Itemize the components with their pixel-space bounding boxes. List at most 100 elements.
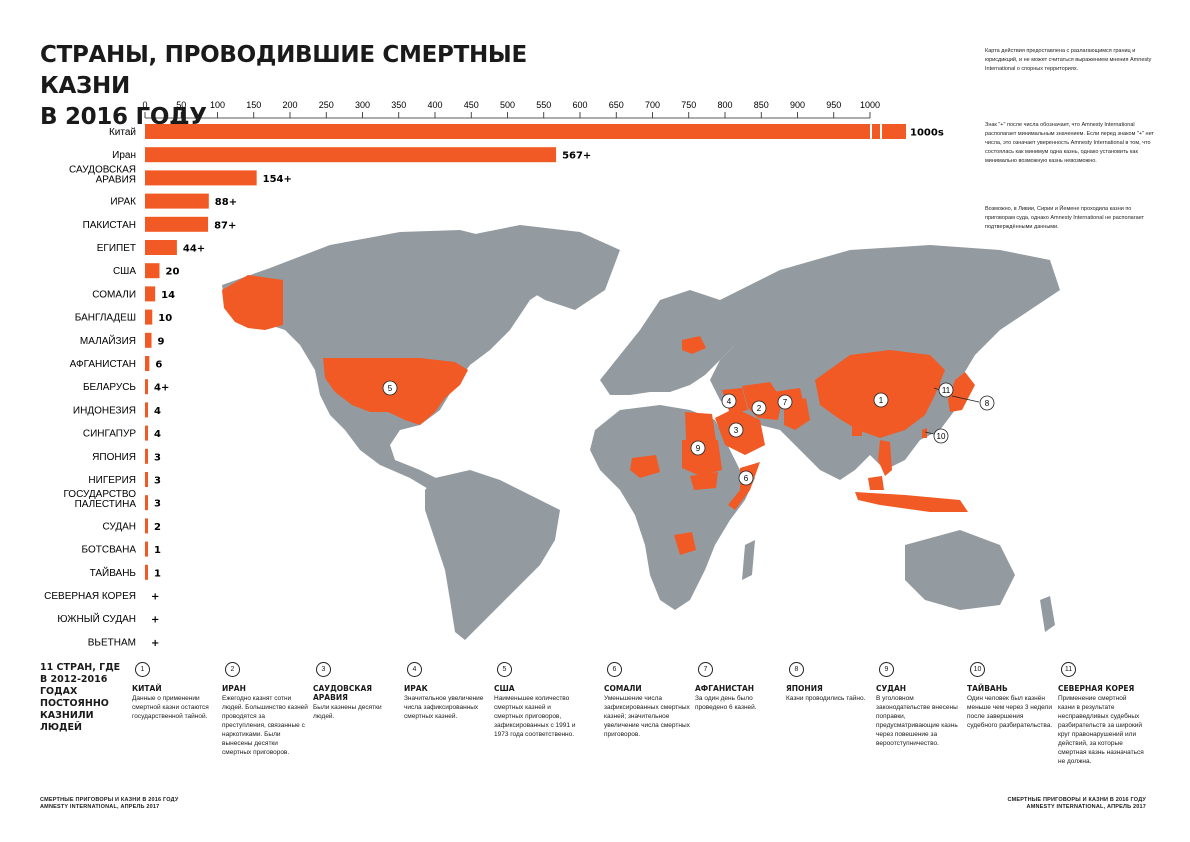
map-nigeria: [630, 455, 660, 478]
bar: [145, 356, 150, 371]
legend-description: Значительное увеличение числа зафиксиров…: [404, 695, 484, 720]
legend-country: СОМАЛИ: [604, 684, 642, 693]
legend-item-7: 7 АФГАНИСТАН За один день было проведено 6…: [695, 662, 781, 712]
marker-2: 2: [751, 400, 767, 416]
legend-number: 2: [225, 662, 240, 677]
category-label: ИНДОНЕЗИЯ: [73, 405, 136, 416]
category-label: ИРАК: [110, 197, 136, 208]
legend-description: В уголовном законодательстве внесены поп…: [876, 695, 958, 747]
bar-value-label: 4+: [154, 383, 169, 394]
marker-6: 6: [738, 470, 754, 486]
bar-value-label: 14: [161, 290, 175, 301]
legend-item-8: 8 ЯПОНИЯ Казни проводились тайно.: [786, 662, 872, 703]
bar-value-label: 1000s: [910, 128, 944, 139]
bar-value-label: 4: [154, 406, 161, 417]
category-label: ВЬЕТНАМ: [88, 637, 136, 648]
svg-text:10: 10: [937, 432, 946, 441]
footer-left-line-2: AMNESTY INTERNATIONAL, АПРЕЛЬ 2017: [40, 804, 160, 810]
bar-value-label: 88+: [215, 197, 237, 208]
legend-number: 8: [789, 662, 804, 677]
legend-item-5: 5 США Наименьшее количество смертных казне…: [494, 662, 580, 739]
bar: [145, 263, 160, 279]
bar-chart: 0 50 100 150 200 250 300 350 400 450 500 550 600 650 7…: [44, 100, 944, 649]
marker-7: 7: [777, 394, 793, 410]
legend-country: США: [494, 684, 515, 693]
svg-text:3: 3: [734, 426, 739, 435]
category-label: САУДОВСКАЯ АРАВИЯ: [69, 164, 136, 185]
category-label: НИГЕРИЯ: [88, 475, 136, 486]
map-indonesia: [855, 492, 968, 512]
legend-country: ТАЙВАНЬ: [967, 684, 1008, 693]
x-tick-label: 150: [246, 100, 261, 110]
legend-heading: 11 СТРАН, ГДЕ В 2012-2016 ГОДАХ ПОСТОЯНН…: [40, 662, 121, 733]
legend-country: САУДОВСКАЯ АРАВИЯ: [313, 684, 373, 702]
note-libya-syria-yemen: Возможно, в Ливии, Сирии и Йемене проход…: [985, 206, 1145, 230]
map-iran: [742, 382, 782, 420]
legend-description: Казни проводились тайно.: [786, 695, 866, 702]
footer-left: СМЕРТНЫЕ ПРИГОВОРЫ И КАЗНИ В 2016 ГОДУ A…: [40, 797, 178, 811]
bar: [145, 564, 148, 580]
legend-item-2: 2 ИРАН Ежегодно казнят сотни людей. Больши…: [222, 662, 308, 757]
marker-10: 10: [933, 428, 949, 444]
marker-9: 9: [690, 440, 706, 456]
x-tick-label: 550: [536, 100, 551, 110]
category-label: США: [113, 266, 136, 277]
category-label: СОМАЛИ: [92, 289, 136, 300]
legend-number: 5: [497, 662, 512, 677]
marker-11: 11: [938, 382, 954, 398]
legend-description: Данные о применении смертной казни остаю…: [132, 695, 209, 720]
bar-value-label: 20: [166, 267, 180, 278]
bar-value-label: 87+: [214, 220, 236, 231]
category-label: БАНГЛАДЕШ: [75, 313, 136, 324]
note-map-disclaimer: Карта действия предоставлена с разлагающ…: [985, 48, 1152, 72]
map-belarus: [682, 336, 706, 354]
legend-country: ЯПОНИЯ: [786, 684, 823, 693]
category-label: МАЛАЙЗИЯ: [80, 334, 136, 347]
legend-country: АФГАНИСТАН: [695, 684, 755, 693]
legend-number: 10: [970, 662, 985, 677]
x-tick-label: 700: [645, 100, 660, 110]
map-north-korea: [930, 376, 940, 390]
bar-value-label: 9: [158, 336, 165, 347]
legend-item-9: 9 СУДАН В уголовном законодательстве внесе…: [876, 662, 962, 748]
bar: [145, 495, 148, 511]
x-tick-label: 750: [681, 100, 696, 110]
legend-description: Были казнены десятки людей.: [313, 704, 382, 720]
bar-value-label: 4: [154, 429, 161, 440]
category-label: БОТСВАНА: [82, 545, 137, 556]
bar: [145, 472, 148, 487]
category-label: ПАКИСТАН: [83, 220, 136, 231]
legend-item-1: 1 КИТАЙ Данные о применении смертной казни…: [132, 662, 218, 721]
x-tick-label: 950: [826, 100, 841, 110]
svg-text:5: 5: [388, 384, 393, 393]
x-tick-label: 50: [176, 100, 186, 110]
legend-number: 1: [135, 662, 150, 677]
legend-item-6: 6 СОМАЛИ Уменьшение числа зафиксированных …: [604, 662, 690, 739]
bar-value-label: 1: [154, 545, 161, 556]
legend-item-4: 4 ИРАК Значительное увеличение числа зафик…: [404, 662, 490, 721]
legend-number: 7: [698, 662, 713, 677]
legend-description: Один человек был казнён меньше чем через…: [967, 695, 1053, 729]
bar-value-label: 1: [154, 568, 161, 579]
svg-text:6: 6: [744, 474, 749, 483]
category-label: АФГАНИСТАН: [70, 359, 136, 370]
marker-8: 8: [979, 395, 995, 411]
footer-left-line-1: СМЕРТНЫЕ ПРИГОВОРЫ И КАЗНИ В 2016 ГОДУ: [40, 797, 179, 803]
map-japan: [948, 372, 975, 412]
world-map: 1 2 3 4 5 6 7 8 9 10 11: [222, 225, 1060, 640]
legend-description: Применение смертной казни в результате н…: [1058, 695, 1144, 765]
bar: [145, 332, 152, 348]
bar-break-segment: [882, 124, 906, 139]
map-vietnam: [878, 440, 892, 476]
bar-value-label: 3: [154, 452, 161, 463]
x-tick-label: 650: [609, 100, 624, 110]
legend-country: СЕВЕРНАЯ КОРЕЯ: [1058, 684, 1135, 693]
legend-item-11: 11 СЕВЕРНАЯ КОРЕЯ Применение смертной казн…: [1058, 662, 1144, 766]
svg-text:4: 4: [727, 397, 732, 406]
bar-break-segment: [872, 124, 880, 139]
map-new-zealand: [1040, 596, 1055, 632]
map-south-america: [425, 470, 560, 640]
bar-value-label: 3: [154, 476, 161, 487]
legend-country: СУДАН: [876, 684, 907, 693]
